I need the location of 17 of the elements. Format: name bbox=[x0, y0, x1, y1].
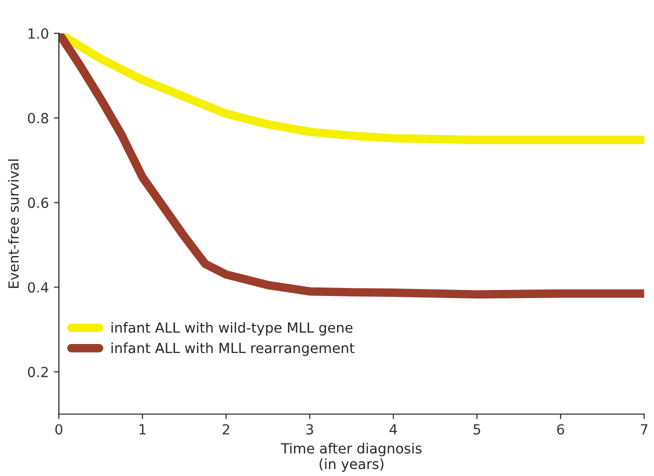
x-tick-label: 1 bbox=[140, 424, 146, 434]
y-tick-label: 0.6 bbox=[28, 198, 48, 208]
x-tick-label: 6 bbox=[557, 424, 564, 435]
x-tick-label: 2 bbox=[222, 424, 230, 434]
legend-label: infant ALL with MLL rearrangement bbox=[112, 342, 354, 356]
x-tick-label: 4 bbox=[390, 424, 397, 434]
y-tick-label: 0.2 bbox=[28, 366, 48, 378]
x-tick-label: 0 bbox=[55, 424, 62, 435]
legend-label: infant ALL with wild-type MLL gene bbox=[112, 322, 352, 336]
y-tick-label: 0.4 bbox=[28, 282, 48, 293]
y-tick-label: 1.0 bbox=[28, 28, 48, 39]
y-axis-title: Event-free survival bbox=[8, 160, 19, 288]
x-tick-label: 3 bbox=[306, 424, 314, 435]
y-tick-label: 0.8 bbox=[28, 112, 48, 124]
x-axis-title: Time after diagnosis (in years) bbox=[280, 442, 422, 472]
x-tick-label: 7 bbox=[640, 424, 648, 434]
x-tick-label: 5 bbox=[474, 424, 480, 435]
